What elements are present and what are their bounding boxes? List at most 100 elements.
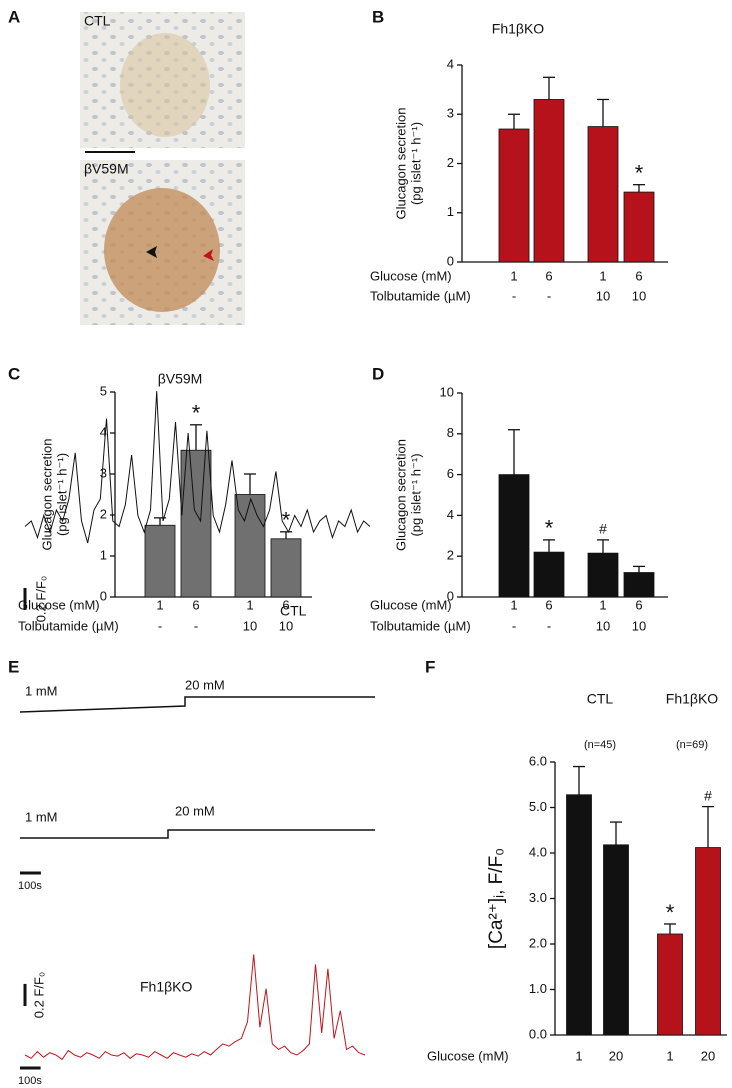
- x-tick-label: -: [158, 618, 162, 633]
- row-label: Glucose (mM): [18, 597, 100, 612]
- y-tick-label: 0.0: [529, 1026, 547, 1041]
- y-axis-label: (pg islet⁻¹ h⁻¹): [408, 453, 423, 536]
- row-label: Glucose (mM): [370, 268, 452, 283]
- bar: [498, 474, 530, 598]
- row-label: Glucose (mM): [370, 597, 452, 612]
- y-axis-label: Glucagon secretion: [39, 438, 54, 550]
- trace: [24, 954, 366, 1061]
- x-tick-label: 6: [192, 597, 199, 612]
- y-tick-label: 0: [447, 588, 454, 603]
- x-tick-label: 10: [243, 618, 257, 633]
- y-tick-label: 5.0: [529, 799, 547, 814]
- x-tick-label: 1: [510, 268, 517, 283]
- bar: [498, 128, 530, 263]
- y-axis-label: (pg islet⁻¹ h⁻¹): [54, 453, 69, 536]
- trace-label: CTL: [280, 603, 307, 619]
- annotation: *: [192, 401, 201, 426]
- x-tick-label: -: [547, 288, 551, 303]
- panel-letter: C: [8, 364, 20, 383]
- y-tick-label: 3: [447, 106, 454, 121]
- y-tick-label: 1.0: [529, 981, 547, 996]
- row-label: Tolbutamide (µM): [370, 618, 471, 633]
- x-tick-label: 1: [510, 597, 517, 612]
- group-note: (n=45): [584, 739, 616, 751]
- bar: [144, 524, 176, 598]
- y-tick-label: 0: [100, 588, 107, 603]
- y-scale-label: 0.2 F/F₀: [33, 576, 48, 623]
- bar: [587, 552, 619, 598]
- panel-letter: A: [8, 7, 20, 26]
- x-tick-label: 10: [596, 618, 610, 633]
- x-tick-label: 6: [635, 268, 642, 283]
- x-tick-label: 1: [599, 597, 606, 612]
- bar: [587, 126, 619, 263]
- group-label: CTL: [587, 691, 614, 707]
- x-tick-label: 10: [632, 618, 646, 633]
- stimulus-line: [20, 829, 375, 839]
- annotation: *: [635, 160, 644, 185]
- stimulus-line: [19, 696, 375, 713]
- bar: [533, 551, 565, 598]
- bar: [533, 99, 565, 263]
- bar: [566, 794, 592, 1036]
- y-tick-label: 3: [100, 465, 107, 480]
- x-tick-label: -: [547, 618, 551, 633]
- y-tick-label: 6.0: [529, 753, 547, 768]
- chart-title: Fh1βKO: [492, 21, 545, 37]
- y-axis-label: (pg islet⁻¹ h⁻¹): [408, 122, 423, 205]
- annotation: *: [545, 516, 554, 541]
- x-tick-label: 20: [609, 1048, 623, 1063]
- x-tick-label: 10: [279, 618, 293, 633]
- y-tick-label: 6: [447, 466, 454, 481]
- bar: [234, 494, 266, 598]
- bar: [695, 847, 721, 1036]
- y-tick-label: 4: [447, 56, 454, 71]
- x-tick-label: -: [194, 618, 198, 633]
- annotation: #: [704, 787, 712, 803]
- group-note: (n=69): [676, 739, 708, 751]
- annotation: *: [666, 900, 675, 925]
- y-axis-label: [Ca²⁺]ᵢ, F/F₀: [486, 848, 507, 949]
- bar: [623, 191, 655, 263]
- panel-letter: E: [8, 657, 19, 676]
- x-tick-label: 6: [545, 268, 552, 283]
- x-tick-label: -: [512, 618, 516, 633]
- stimulus-label: 1 mM: [25, 683, 58, 698]
- y-tick-label: 4.0: [529, 844, 547, 859]
- stimulus-label: 1 mM: [25, 809, 58, 824]
- x-tick-label: 1: [666, 1048, 673, 1063]
- panel-letter: B: [372, 7, 384, 26]
- y-tick-label: 5: [100, 383, 107, 398]
- row-label: Tolbutamide (µM): [370, 288, 471, 303]
- x-scale-label: 100s: [18, 1075, 42, 1087]
- y-tick-label: 1: [100, 547, 107, 562]
- image-label: βV59M: [84, 161, 129, 177]
- x-tick-label: 20: [701, 1048, 715, 1063]
- arrow: [146, 246, 157, 258]
- x-tick-label: 6: [282, 597, 289, 612]
- y-tick-label: 1: [447, 204, 454, 219]
- bar: [603, 844, 629, 1036]
- y-tick-label: 2.0: [529, 935, 547, 950]
- annotation: #: [599, 521, 607, 537]
- y-tick-label: 4: [100, 424, 107, 439]
- islet: [104, 188, 220, 312]
- panel-letter: D: [372, 364, 384, 383]
- x-tick-label: 1: [156, 597, 163, 612]
- row-label: Glucose (mM): [427, 1048, 509, 1063]
- y-tick-label: 0: [447, 253, 454, 268]
- x-tick-label: -: [512, 288, 516, 303]
- y-tick-label: 10: [440, 384, 454, 399]
- y-tick-label: 4: [447, 507, 454, 522]
- row-label: Tolbutamide (µM): [18, 618, 119, 633]
- y-axis-label: Glucagon secretion: [393, 107, 408, 219]
- bar: [623, 572, 655, 598]
- trace-label: Fh1βKO: [140, 979, 193, 995]
- x-tick-label: 10: [596, 288, 610, 303]
- bar: [180, 449, 212, 598]
- image-label: CTL: [84, 13, 111, 29]
- group-label: Fh1βKO: [666, 691, 719, 707]
- annotation: *: [282, 508, 291, 533]
- x-tick-label: 1: [575, 1048, 582, 1063]
